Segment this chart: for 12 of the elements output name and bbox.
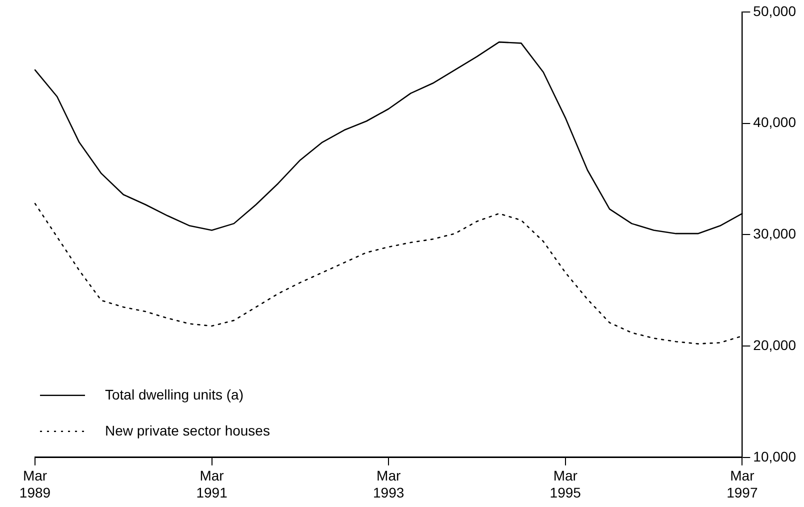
x-tick-label: Mar 1991 bbox=[196, 468, 228, 500]
legend-label: New private sector houses bbox=[105, 422, 270, 438]
y-tick-label: 50,000 bbox=[753, 2, 796, 19]
x-tick-label: Mar 1995 bbox=[550, 468, 582, 500]
y-tick-label: 20,000 bbox=[753, 336, 796, 353]
legend-label: Total dwelling units (a) bbox=[105, 386, 244, 402]
x-tick-label: Mar 1997 bbox=[726, 468, 758, 500]
y-tick-label: 40,000 bbox=[753, 114, 796, 130]
y-tick-label: 10,000 bbox=[753, 448, 796, 464]
x-tick-label: Mar 1989 bbox=[19, 468, 51, 500]
y-tick-label: 30,000 bbox=[753, 226, 796, 242]
x-tick-label: Mar 1993 bbox=[373, 468, 404, 500]
